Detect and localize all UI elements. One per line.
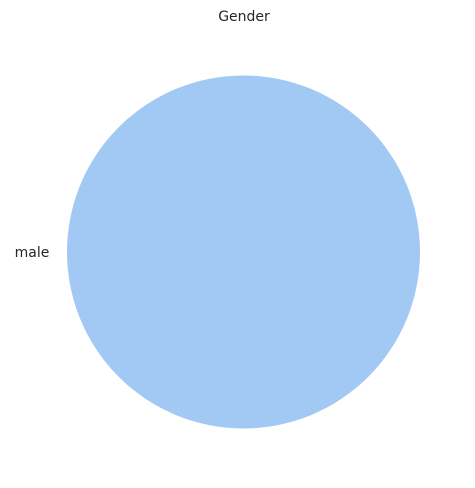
pie-slice-male	[67, 75, 420, 429]
pie-slice-labels: male	[15, 245, 50, 261]
pie-slice-label: male	[15, 245, 50, 261]
pie-slices	[67, 75, 420, 429]
chart-title: Gender	[218, 9, 270, 25]
